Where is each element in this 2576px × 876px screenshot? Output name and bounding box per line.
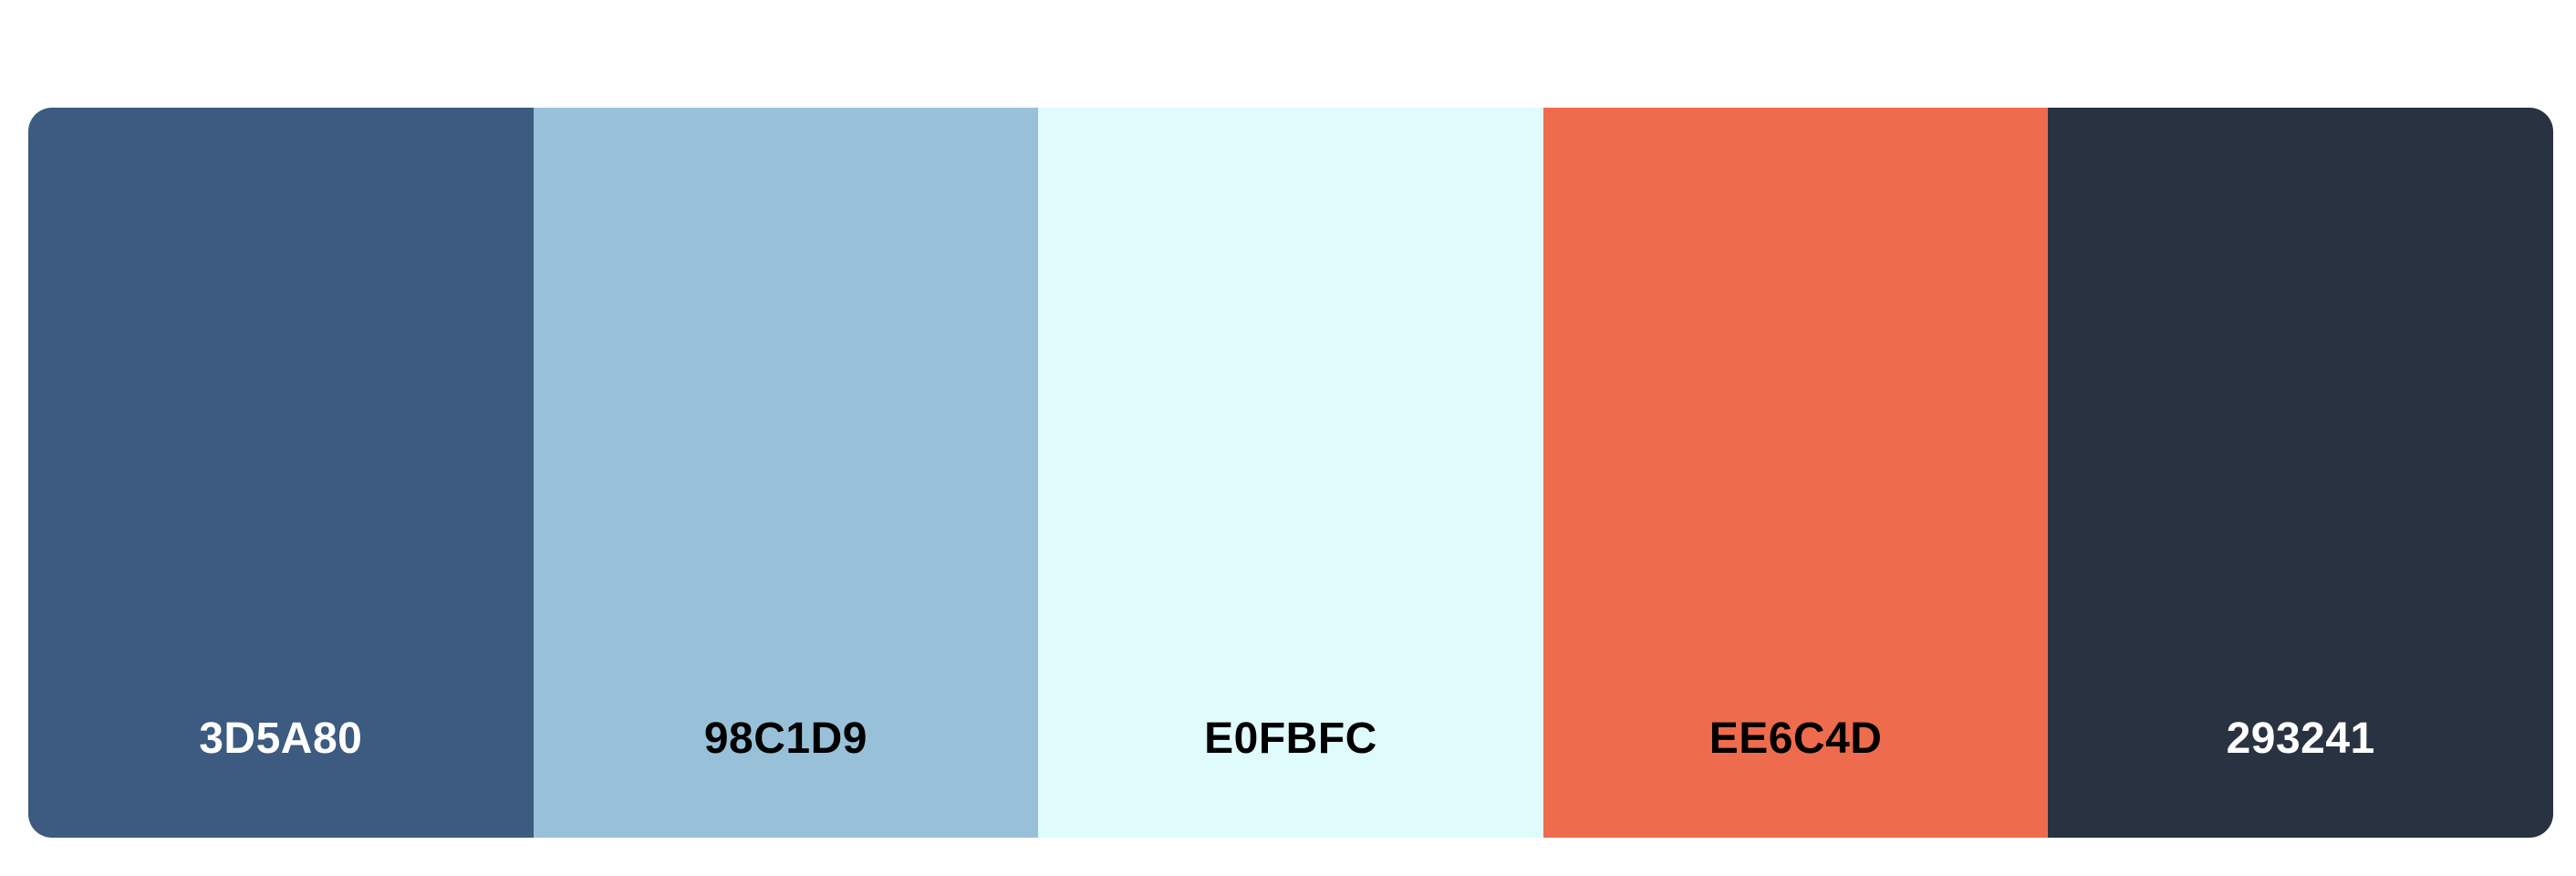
- swatch-hex-label: 3D5A80: [199, 714, 363, 763]
- color-swatch-293241[interactable]: 293241: [2048, 108, 2553, 838]
- swatch-hex-label: 98C1D9: [703, 714, 867, 763]
- swatch-hex-label: E0FBFC: [1204, 714, 1377, 763]
- color-swatch-3d5a80[interactable]: 3D5A80: [28, 108, 534, 838]
- color-swatch-98c1d9[interactable]: 98C1D9: [533, 108, 1039, 838]
- color-palette-card: 3D5A80 98C1D9 E0FBFC EE6C4D 293241: [28, 108, 2553, 838]
- color-swatch-e0fbfc[interactable]: E0FBFC: [1038, 108, 1543, 838]
- swatch-hex-label: 293241: [2226, 714, 2375, 763]
- color-swatch-ee6c4d[interactable]: EE6C4D: [1542, 108, 2049, 838]
- swatch-hex-label: EE6C4D: [1709, 714, 1883, 763]
